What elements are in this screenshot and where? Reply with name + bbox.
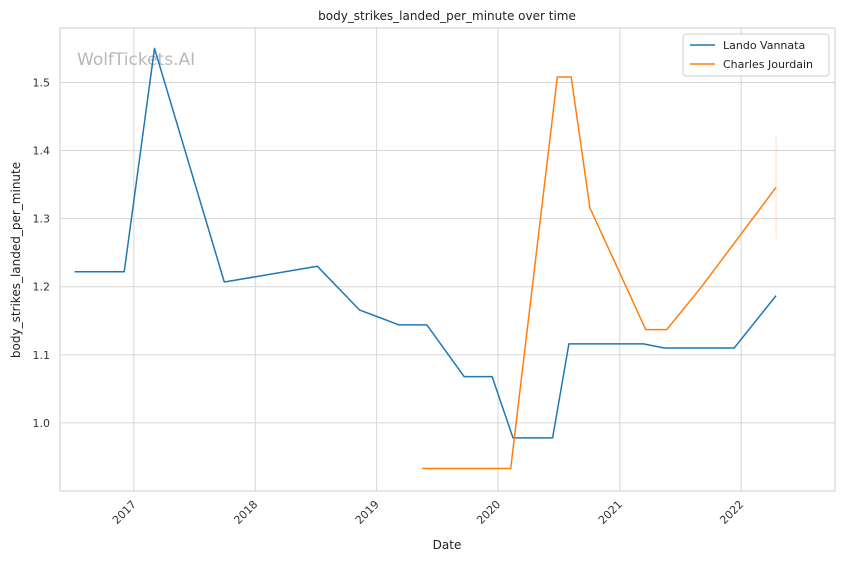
data-point xyxy=(224,281,226,283)
legend-label-lando: Lando Vannata xyxy=(723,39,805,52)
data-point xyxy=(733,347,735,349)
data-point xyxy=(666,329,668,331)
series-line-1 xyxy=(422,76,777,470)
data-point xyxy=(664,347,666,349)
y-tick-label: 1.0 xyxy=(33,417,51,430)
data-point xyxy=(317,266,319,268)
data-point xyxy=(556,76,558,78)
data-point xyxy=(421,468,423,470)
data-point xyxy=(398,324,400,326)
y-tick-label: 1.3 xyxy=(33,213,51,226)
data-point xyxy=(491,376,493,378)
data-point xyxy=(463,376,465,378)
data-point xyxy=(359,309,361,311)
data-point xyxy=(775,295,777,297)
data-point xyxy=(701,286,703,288)
y-axis-label: body_strikes_landed_per_minute xyxy=(9,162,23,358)
chart-title: body_strikes_landed_per_minute over time xyxy=(318,9,576,23)
legend: Lando Vannata Charles Jourdain xyxy=(682,33,830,77)
y-tick-label: 1.2 xyxy=(33,281,51,294)
data-point xyxy=(510,468,512,470)
series xyxy=(74,47,777,470)
plot-frame xyxy=(59,27,836,492)
grid xyxy=(60,28,835,491)
data-point xyxy=(775,187,777,189)
data-point xyxy=(552,437,554,439)
data-point xyxy=(589,207,591,209)
legend-label-charles: Charles Jourdain xyxy=(723,58,813,71)
data-point xyxy=(74,271,76,273)
series-line-0 xyxy=(74,47,777,439)
data-point xyxy=(570,76,572,78)
y-tick-label: 1.5 xyxy=(33,76,51,89)
legend-box xyxy=(682,33,830,77)
y-tick-label: 1.1 xyxy=(33,349,51,362)
x-axis-label: Date xyxy=(433,538,462,552)
watermark-text: WolfTickets.AI xyxy=(77,50,195,70)
data-point xyxy=(123,271,125,273)
data-point xyxy=(426,324,428,326)
data-point xyxy=(568,343,570,345)
data-point xyxy=(154,48,156,50)
y-tick-label: 1.4 xyxy=(33,145,51,158)
data-point xyxy=(645,329,647,331)
data-point xyxy=(643,343,645,345)
